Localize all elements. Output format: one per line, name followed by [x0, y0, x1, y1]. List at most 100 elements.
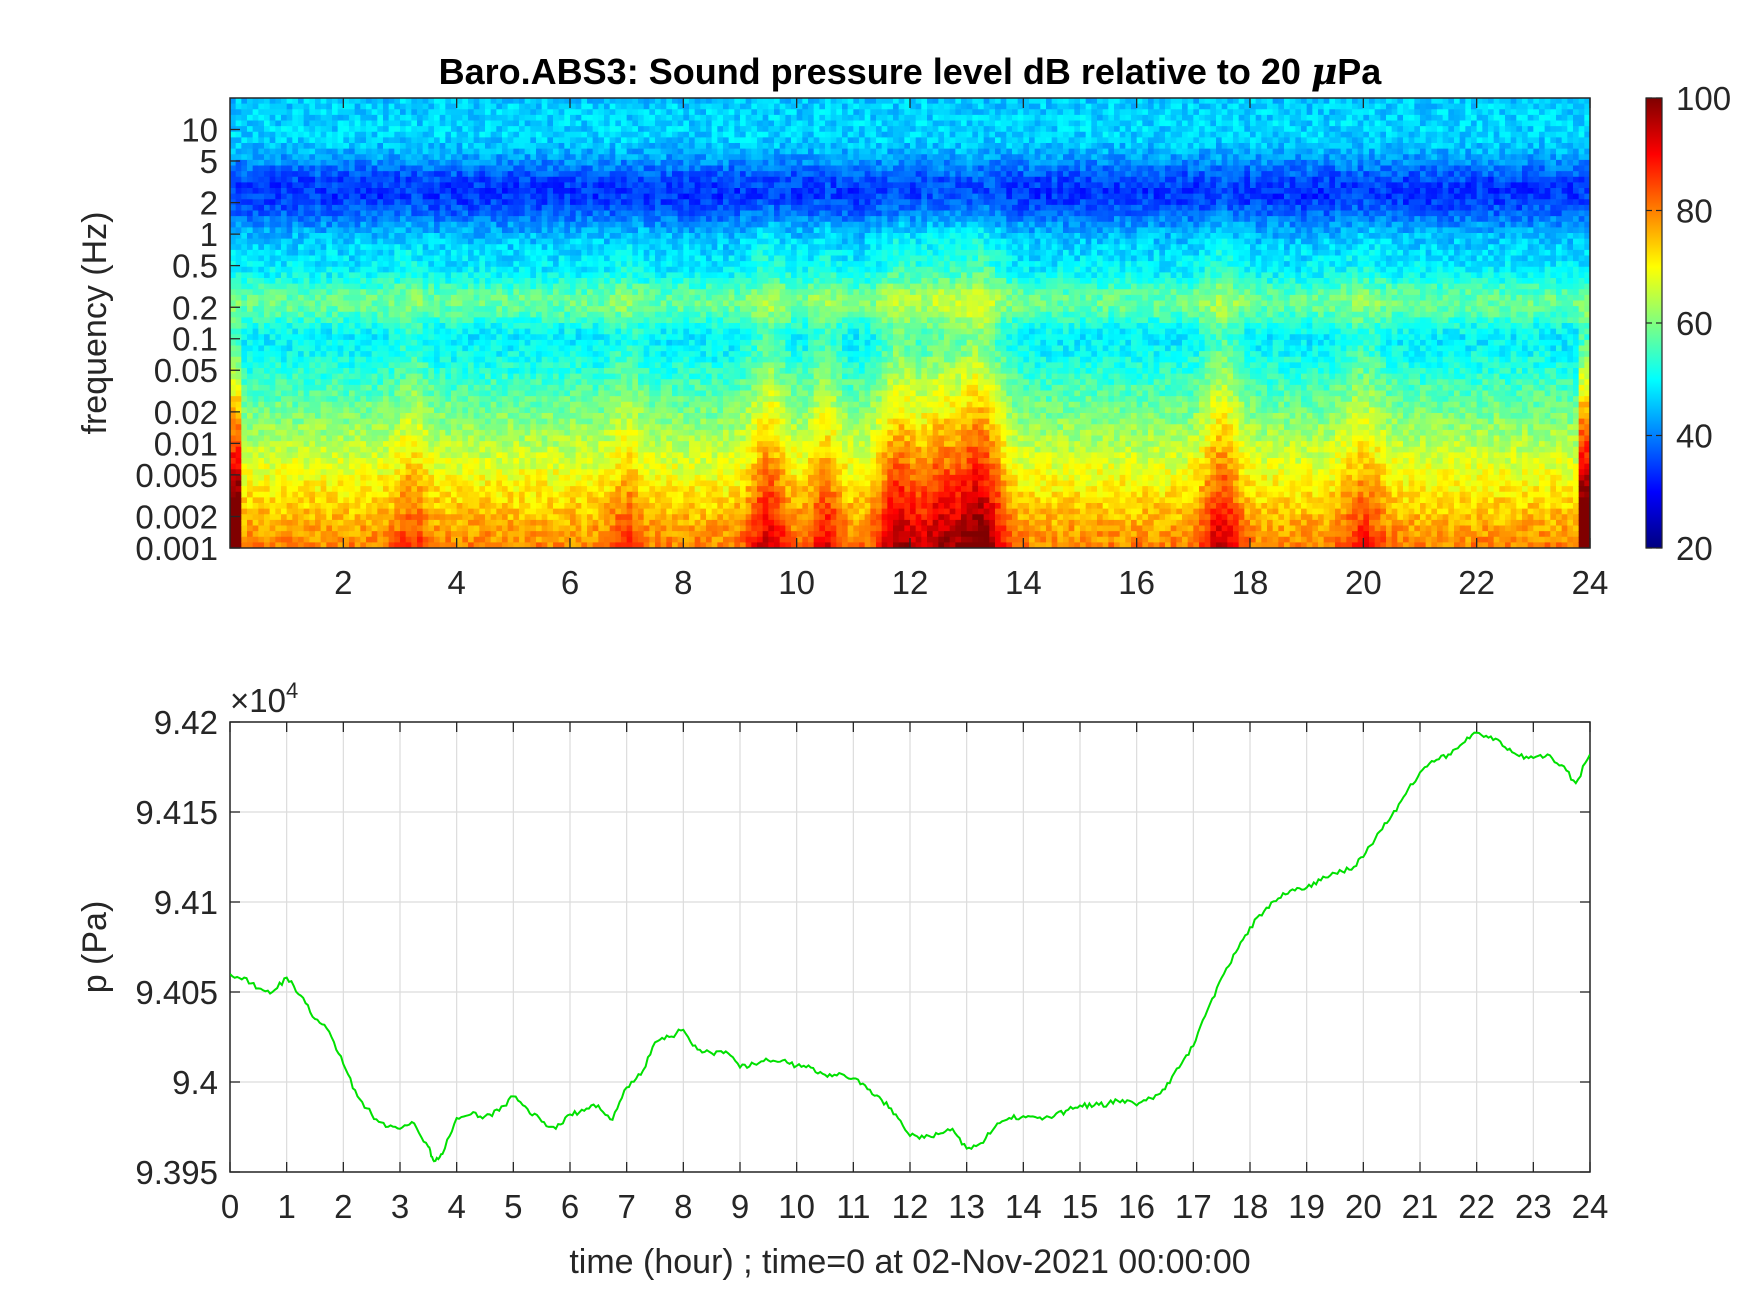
heatmap-cell [315, 266, 322, 273]
heatmap-cell [439, 143, 446, 150]
heatmap-cell [451, 289, 458, 296]
heatmap-cell [581, 120, 588, 127]
heatmap-cell [570, 261, 577, 268]
heatmap-cell [428, 154, 435, 161]
heatmap-cell [337, 401, 344, 408]
heatmap-cell [252, 396, 259, 403]
heatmap-cell [366, 221, 373, 228]
heatmap-cell [360, 441, 367, 448]
heatmap-cell [519, 334, 526, 341]
heatmap-cell [269, 216, 276, 223]
heatmap-cell [235, 114, 242, 122]
heatmap-cell [281, 289, 288, 296]
heatmap-cell [456, 351, 463, 358]
heatmap-cell [479, 480, 486, 487]
heatmap-cell [553, 334, 560, 341]
heatmap-cell [502, 249, 509, 257]
heatmap-cell [360, 486, 367, 493]
heatmap-cell [252, 452, 259, 459]
heatmap-cell [417, 300, 424, 307]
heatmap-cell [269, 317, 276, 324]
heatmap-cell [570, 531, 577, 538]
heatmap-cell [371, 362, 378, 369]
heatmap-cell [547, 351, 554, 358]
heatmap-cell [553, 328, 560, 335]
heatmap-cell [422, 373, 429, 380]
heatmap-cell [281, 311, 288, 318]
heatmap-cell [502, 289, 509, 296]
heatmap-cell [332, 424, 339, 431]
heatmap-cell [496, 126, 503, 133]
heatmap-cell [456, 379, 463, 386]
heatmap-cell [400, 306, 407, 313]
heatmap-cell [383, 137, 390, 144]
heatmap-cell [343, 238, 350, 245]
heatmap-cell [564, 480, 571, 487]
heatmap-cell [371, 182, 378, 189]
heatmap-cell [394, 272, 401, 279]
heatmap-cell [570, 452, 577, 459]
heatmap-cell [298, 272, 305, 279]
heatmap-cell [371, 193, 378, 200]
heatmap-cell [400, 368, 407, 375]
heatmap-cell [456, 238, 463, 245]
heatmap-cell [519, 368, 526, 375]
heatmap-cell [445, 542, 452, 548]
heatmap-cell [456, 120, 463, 127]
heatmap-cell [337, 143, 344, 150]
heatmap-cell [320, 255, 327, 262]
heatmap-cell [524, 469, 531, 476]
heatmap-cell [292, 373, 299, 380]
heatmap-cell [541, 424, 548, 431]
heatmap-cell [258, 413, 265, 420]
heatmap-cell [558, 103, 565, 110]
heatmap-cell [247, 165, 254, 172]
heatmap-cell [496, 418, 503, 425]
heatmap-cell [258, 458, 265, 465]
heatmap-cell [241, 103, 248, 110]
heatmap-cell [428, 98, 435, 105]
heatmap-cell [366, 469, 373, 476]
heatmap-cell [490, 199, 497, 206]
heatmap-cell [230, 227, 237, 234]
heatmap-cell [252, 407, 259, 414]
heatmap-cell [281, 114, 288, 122]
heatmap-cell [371, 249, 378, 257]
heatmap-cell [388, 379, 395, 386]
heatmap-cell [547, 503, 554, 510]
heatmap-cell [428, 255, 435, 262]
heatmap-cell [343, 463, 350, 470]
heatmap-cell [354, 306, 361, 313]
heatmap-cell [439, 362, 446, 369]
heatmap-cell [343, 143, 350, 150]
heatmap-cell [326, 429, 333, 437]
heatmap-cell [468, 120, 475, 127]
heatmap-cell [439, 418, 446, 425]
heatmap-cell [530, 429, 537, 437]
heatmap-cell [405, 519, 412, 527]
heatmap-cell [439, 328, 446, 335]
heatmap-cell [507, 458, 514, 465]
heatmap-cell [264, 306, 271, 313]
heatmap-cell [479, 266, 486, 273]
heatmap-cell [524, 148, 531, 155]
heatmap-cell [247, 503, 254, 510]
heatmap-cell [292, 249, 299, 257]
heatmap-cell [383, 491, 390, 498]
heatmap-cell [502, 165, 509, 172]
heatmap-cell [298, 249, 305, 257]
heatmap-cell [354, 429, 361, 437]
heatmap-cell [553, 413, 560, 420]
heatmap-cell [394, 491, 401, 498]
heatmap-cell [252, 98, 259, 105]
heatmap-cell [422, 199, 429, 206]
heatmap-cell [434, 283, 441, 290]
heatmap-cell [581, 233, 588, 240]
heatmap-cell [360, 396, 367, 403]
heatmap-cell [292, 401, 299, 408]
heatmap-cell [530, 339, 537, 347]
heatmap-cell [411, 334, 418, 341]
heatmap-cell [371, 446, 378, 453]
heatmap-cell [354, 103, 361, 110]
heatmap-cell [547, 323, 554, 330]
